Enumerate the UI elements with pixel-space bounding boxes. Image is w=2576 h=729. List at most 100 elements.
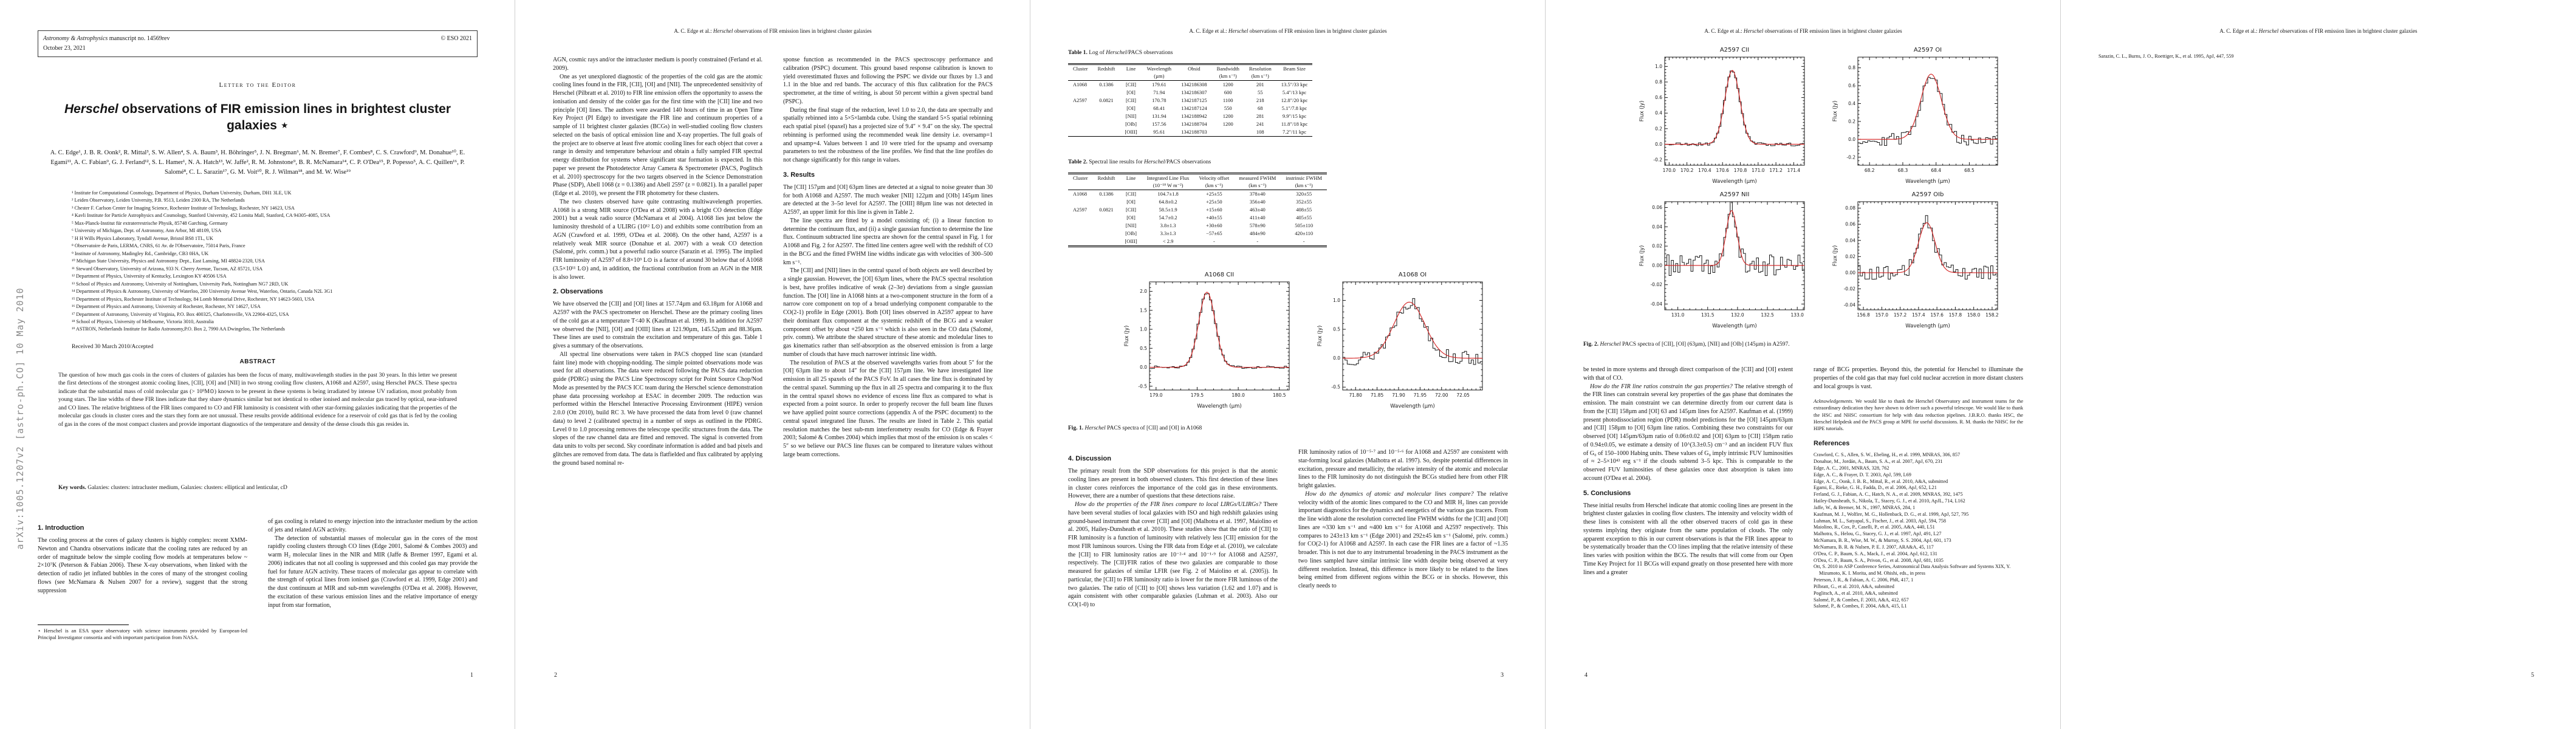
section-heading-references: References <box>1814 440 1850 448</box>
x-axis-label: Wavelength (µm) <box>1905 323 1950 329</box>
x-tick-label: 157.0 <box>1875 312 1889 318</box>
page4-left-column: be tested in more systems and through di… <box>1583 366 1793 577</box>
figure1-panel-a1068-cii: A1068 CII 179.0 179.5 180.0 180.5 -0.5 0.0 0.5 1… <box>1122 270 1295 411</box>
table-cell: −57±65 <box>1206 230 1222 237</box>
affiliation-list: ¹ Institute for Computational Cosmology,… <box>72 190 461 334</box>
table-cell: 0.1386 <box>1099 81 1114 88</box>
table-cell: [CII] <box>1126 207 1137 213</box>
table-row: Cluster Redshift Line Integrated Line Flux V… <box>1068 174 1327 183</box>
x-tick-label: 179.0 <box>1149 392 1163 398</box>
paragraph: The primary result from the SDP observat… <box>1068 468 1278 500</box>
intro-left-column: 1. Introduction The cooling process at t… <box>38 518 247 595</box>
page3-left-column: 4. Discussion The primary result from th… <box>1068 448 1278 609</box>
table-row: [OIb] 3.3±1.3 −57±65 484±90 420±110 <box>1068 230 1327 238</box>
table-row: (10⁻¹⁸ W m⁻²) (km s⁻¹) (km s⁻¹) (km s⁻¹) <box>1068 182 1327 191</box>
y-axis-label: Flux (Jy) <box>1639 101 1645 122</box>
table-cell: 408±55 <box>1296 207 1312 213</box>
affiliation-item: ¹² Department of Physics, University of … <box>72 273 227 279</box>
table-cell: 58.5±1.9 <box>1159 207 1177 213</box>
table-cell: 405±55 <box>1296 214 1312 221</box>
table-cell: 55 <box>1258 89 1263 96</box>
running-head: A. C. Edge et al.: Herschel observations… <box>1704 28 1902 34</box>
y-tick-label: 0.4 <box>1655 111 1662 116</box>
gaussian-fit-curve <box>1149 292 1289 368</box>
table-cell <box>1068 104 1093 112</box>
y-tick-label: 0.0 <box>1140 364 1147 370</box>
page-number: 3 <box>1501 672 1504 679</box>
table-cell: 12.8″/20 kpc <box>1281 97 1308 104</box>
y-tick-label: 0.02 <box>1652 244 1662 249</box>
x-axis-label: Wavelength (µm) <box>1712 179 1756 185</box>
table-cell: 7.2″/11 kpc <box>1283 129 1307 135</box>
x-axis-label: Wavelength (µm) <box>1905 179 1950 185</box>
x-tick-label: 71.80 <box>1349 392 1362 398</box>
intro-right-column: of gas cooling is related to energy inje… <box>268 518 478 609</box>
paragraph: How do the dynamics of atomic and molecu… <box>1298 490 1508 589</box>
table-row: [OI] 68.41 1342187124 550 68 5.1″/7.8 kpc <box>1068 104 1312 112</box>
figure1-panel-a1068-oi: A1068 OI 71.80 71.85 71.90 71.95 72.00 72.05 -0… <box>1315 270 1488 411</box>
y-axis-label: Flux (Jy) <box>1832 101 1838 122</box>
y-tick-label: 1.0 <box>1333 298 1340 303</box>
column-header: Obsid <box>1188 66 1201 72</box>
y-tick-label: 0.00 <box>1652 262 1662 268</box>
table-cell: 0.1386 <box>1099 191 1114 197</box>
reference-item: Malhotra, S., Helou, G., Stacey, G. J., … <box>1814 531 1942 537</box>
table-cell: +25±50 <box>1206 199 1222 205</box>
column-header: Cluster <box>1073 66 1088 72</box>
table-cell: [OIII] <box>1125 238 1137 245</box>
x-tick-label: 68.5 <box>1964 168 1975 173</box>
table-cell <box>1212 128 1244 137</box>
table-cell: [CII] <box>1126 191 1137 197</box>
x-tick-label: 71.90 <box>1392 392 1405 398</box>
table-row: A2597 0.0821 [CII] 170.78 1342187125 1100 218 1… <box>1068 97 1312 104</box>
table-row: A1068 0.1386 [CII] 179.61 1342186308 1200 201 1… <box>1068 81 1312 89</box>
affiliation-item: ⁹ Institute of Astronomy, Madingley Rd.,… <box>72 250 209 256</box>
affiliation-item: ¹⁴ Department of Physics & Astronomy, Un… <box>72 289 333 295</box>
spectral-line-results-table: Cluster Redshift Line Integrated Line Flux V… <box>1068 173 1327 248</box>
figure2-panel-a2597-oib: A2597 OIb 156.8 157.0 157.2 157.4 157.6 157.8 1… <box>1830 190 2003 330</box>
y-tick-label: 0.0 <box>1333 355 1340 361</box>
table-cell <box>1093 214 1120 222</box>
table-cell: 179.61 <box>1152 81 1166 88</box>
column-header <box>1176 73 1212 81</box>
table-cell <box>1093 112 1120 120</box>
received-line: Received 30 March 2010/Accepted <box>72 344 154 350</box>
table-row: (µm) (km s⁻¹) (km s⁻¹) <box>1068 73 1313 81</box>
reference-item: Egami, E., Rieke, G. H., Fadda, D., et a… <box>1814 485 1937 491</box>
table-cell: 0.0821 <box>1099 207 1114 213</box>
table-cell: +25±55 <box>1206 191 1222 197</box>
page-5: A. C. Edge et al.: Herschel observations… <box>2061 0 2576 729</box>
table-cell: 170.78 <box>1152 97 1166 104</box>
table-cell <box>1093 120 1120 128</box>
table-cell <box>1068 238 1093 247</box>
table-cell <box>1068 230 1093 238</box>
x-tick-label: 157.4 <box>1912 312 1925 318</box>
title-footnote: ⋆ Herschel is an ESA space observatory w… <box>38 625 247 642</box>
spectrum-plot-a2597-oi: A2597 OI 68.2 68.3 68.4 68.5 -0.2 0.0 0.2 0.4 0.6… <box>1832 47 1998 185</box>
table-cell: 463±40 <box>1249 207 1266 213</box>
column-header <box>1276 73 1313 81</box>
table-cell: < 2.9 <box>1162 238 1174 245</box>
y-tick-label: -0.5 <box>1331 385 1340 390</box>
section-heading-observations: 2. Observations <box>553 288 603 296</box>
spectrum-histogram <box>1343 298 1482 366</box>
reference-item: McNamara, B. R., Wise, M. W., & Murray, … <box>1814 538 1951 544</box>
table-cell: 108 <box>1256 129 1264 135</box>
x-axis-label: Wavelength (µm) <box>1390 403 1434 409</box>
reference-item: Jaffe, W., & Bremer, M. N., 1997, MNRAS,… <box>1814 504 1916 510</box>
keywords-line: Key words. Galaxies: clusters: intraclus… <box>58 485 287 491</box>
copyright-note: © ESO 2021 <box>440 35 473 42</box>
y-tick-label: 0.08 <box>1845 205 1855 211</box>
section-heading-discussion: 4. Discussion <box>1068 455 1111 462</box>
paragraph: be tested in more systems and through di… <box>1583 366 1793 382</box>
y-axis-label: Flux (Jy) <box>1639 245 1645 267</box>
arxiv-stamp: arXiv:1005.1207v2 [astro-ph.CO] 10 May 2… <box>15 287 26 550</box>
y-axis-label: Flux (Jy) <box>1832 245 1838 267</box>
table-cell: 1342188704 <box>1181 121 1207 128</box>
column-header <box>1068 73 1093 81</box>
table-cell: 218 <box>1256 97 1264 104</box>
y-tick-label: -0.2 <box>1846 154 1855 160</box>
table-cell: 378±40 <box>1249 191 1266 197</box>
y-tick-label: 0.5 <box>1140 346 1147 351</box>
column-header: Wavelength <box>1146 66 1172 72</box>
